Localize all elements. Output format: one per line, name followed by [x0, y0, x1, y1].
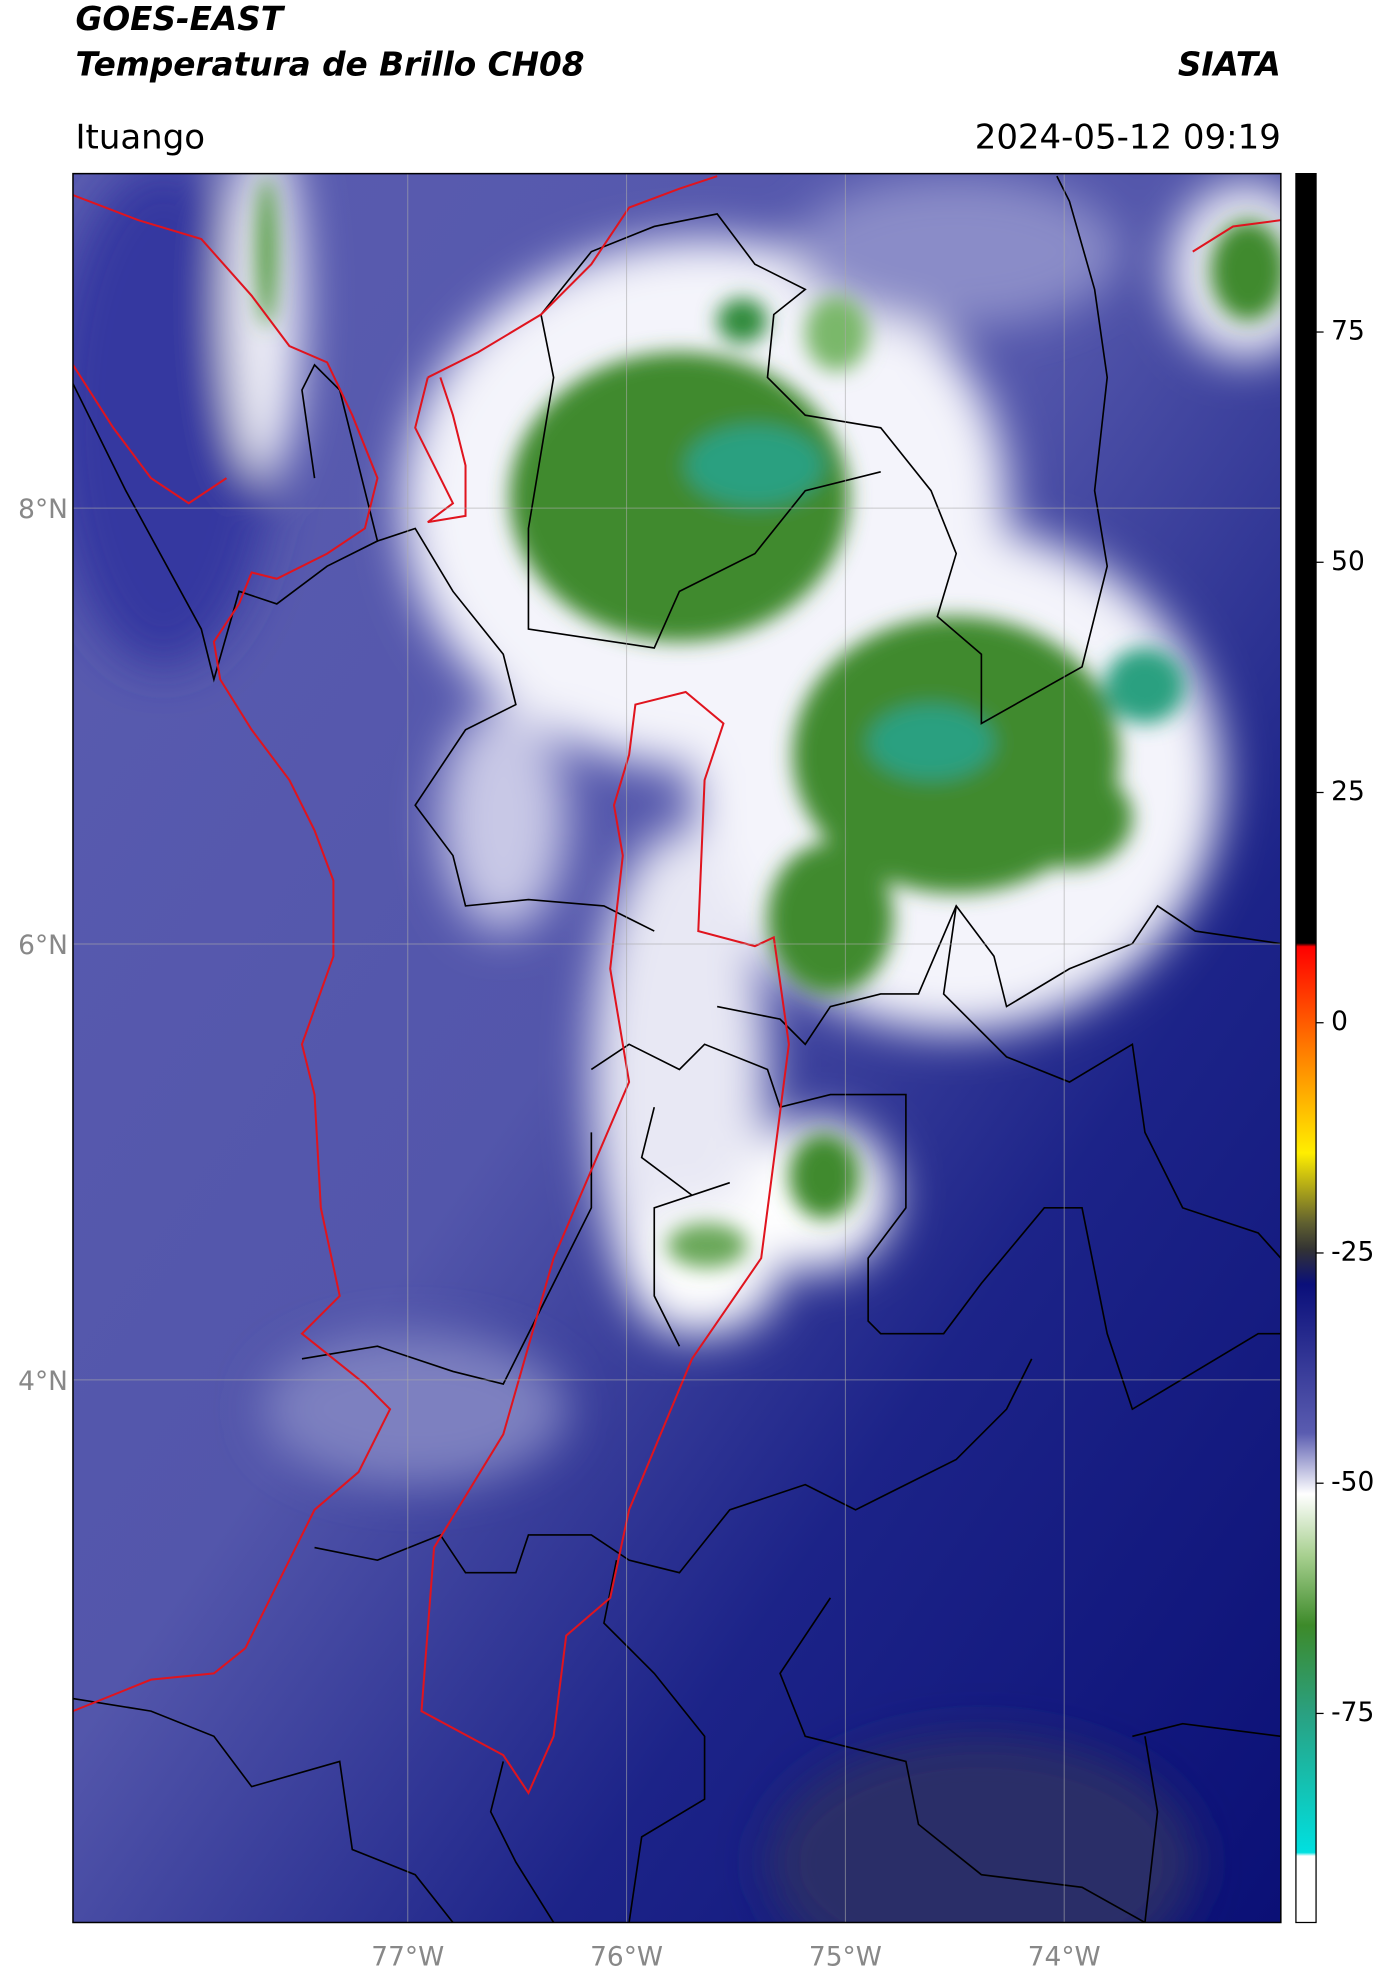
region: Ituango	[75, 117, 205, 157]
graticule	[72, 173, 1281, 1923]
satellite-image	[72, 173, 1281, 1923]
product: Temperatura de Brillo CH08	[75, 45, 584, 83]
colorbar-tick-label: 0	[1331, 1006, 1348, 1037]
lon-tick-label: 75°W	[809, 1941, 882, 1972]
satellite: GOES-EAST	[75, 0, 285, 38]
lat-tick-label: 6°N	[18, 930, 68, 961]
map-frame	[72, 172, 1282, 1924]
lon-tick-label: 77°W	[371, 1941, 444, 1972]
lat-tick-label: 8°N	[18, 494, 68, 525]
colorbar-tick-label: -25	[1331, 1236, 1374, 1267]
source: SIATA	[1178, 45, 1281, 83]
colorbar	[1295, 172, 1317, 1924]
colorbar-tick-label: -50	[1331, 1467, 1374, 1498]
colorbar-tick-label: 50	[1331, 546, 1365, 577]
colorbar-tick-label: 25	[1331, 776, 1365, 807]
datetime: 2024-05-12 09:19	[975, 117, 1281, 157]
colorbar-tick-label: -75	[1331, 1697, 1374, 1728]
colorbar-tick-label: 75	[1331, 316, 1365, 347]
lat-tick-label: 4°N	[18, 1366, 68, 1397]
lon-tick-label: 76°W	[590, 1941, 663, 1972]
lon-tick-label: 74°W	[1028, 1941, 1101, 1972]
